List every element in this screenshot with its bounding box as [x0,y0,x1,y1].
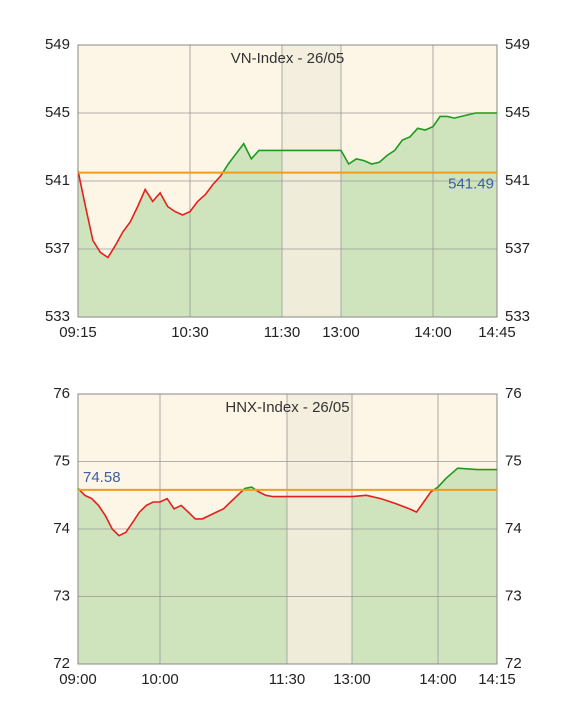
y-tick-label: 75 [53,452,70,469]
y2-tick-label: 549 [505,36,530,53]
x-tick-label: 13:00 [333,671,371,688]
x-tick-label: 10:30 [171,324,209,341]
y-tick-label: 549 [45,36,70,53]
plot-frame [77,393,498,665]
price-line-up [78,112,497,173]
y2-tick-label: 75 [505,452,522,469]
y-tick-label: 76 [53,385,70,402]
x-tick-label: 14:45 [478,324,516,341]
x-tick-label: 09:00 [59,671,97,688]
y2-tick-label: 74 [505,520,522,537]
x-tick-label: 10:00 [141,671,179,688]
chart-title: VN-Index - 26/05 [231,50,344,67]
y-tick-label: 533 [45,308,70,325]
x-tick-label: 11:30 [264,324,300,341]
y2-tick-label: 541 [505,172,530,189]
chart-title: HNX-Index - 26/05 [225,399,349,416]
price-line-down [78,489,436,537]
x-tick-label: 14:00 [419,671,457,688]
y-tick-label: 72 [53,655,70,672]
y2-tick-label: 545 [505,104,530,121]
x-tick-label: 13:00 [322,324,360,341]
y-tick-label: 74 [53,520,70,537]
x-tick-label: 11:30 [269,671,305,688]
y2-tick-label: 537 [505,240,530,257]
y-tick-label: 537 [45,240,70,257]
x-tick-label: 14:15 [478,671,516,688]
x-tick-label: 09:15 [59,324,97,341]
reference-label: 74.58 [83,469,121,486]
y2-tick-label: 72 [505,655,522,672]
plot-frame [77,44,498,318]
y2-tick-label: 533 [505,308,530,325]
y-tick-label: 73 [53,587,70,604]
price-line-down [78,172,224,259]
y-tick-label: 541 [45,172,70,189]
y2-tick-label: 76 [505,385,522,402]
reference-label: 541.49 [448,176,494,193]
y-tick-label: 545 [45,104,70,121]
x-tick-label: 14:00 [414,324,452,341]
y2-tick-label: 73 [505,587,522,604]
